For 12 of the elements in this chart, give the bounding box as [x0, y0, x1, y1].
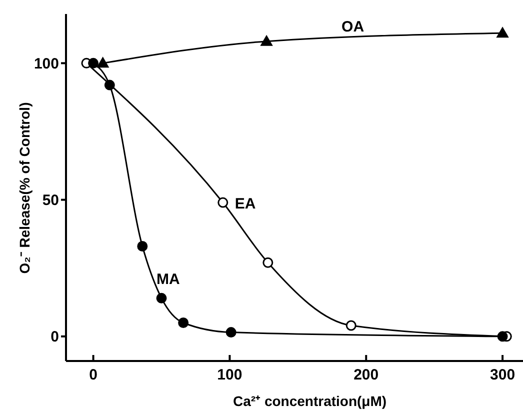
x-tick-label: 100	[217, 366, 242, 384]
series-label: MA	[156, 271, 180, 288]
x-tick-label: 0	[89, 366, 98, 384]
y-tick-label: 100	[34, 56, 59, 73]
y-axis-title: O₂⁻ Release(% of Control)	[16, 102, 34, 274]
x-tick-label: 300	[490, 366, 516, 384]
x-axis-title: Ca²⁺ concentration(μM)	[233, 392, 387, 410]
x-tick-label: 200	[354, 366, 379, 384]
series-label: OA	[342, 18, 364, 36]
y-tick-label: 0	[50, 328, 59, 346]
y-tick-label: 50	[42, 192, 59, 210]
series-label: EA	[234, 195, 256, 212]
